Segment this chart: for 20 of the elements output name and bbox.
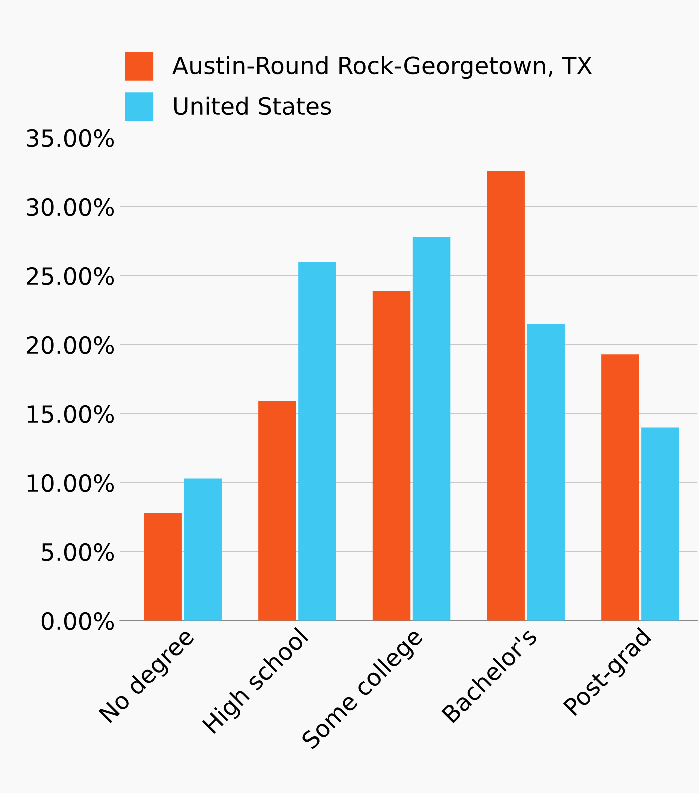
y-tick-label: 30.00% xyxy=(27,198,114,216)
bar xyxy=(258,402,296,621)
y-tick-label: 25.00% xyxy=(27,267,114,286)
y-tick-label: 10.00% xyxy=(28,474,114,492)
y-tick-label: 35.00% xyxy=(27,129,114,148)
legend-label: Austin-Round Rock-Georgetown, TX xyxy=(172,56,592,80)
bar xyxy=(372,291,411,621)
bar xyxy=(298,262,336,621)
bar xyxy=(184,478,222,621)
legend-label: United States xyxy=(174,96,332,116)
bar xyxy=(412,237,451,621)
y-tick-label: 0.00% xyxy=(42,612,114,630)
bar xyxy=(144,513,182,621)
y-tick-label: 20.00% xyxy=(27,336,114,354)
y-tick-label: 15.00% xyxy=(28,405,114,424)
bar xyxy=(527,324,565,621)
bar xyxy=(602,354,640,621)
bar xyxy=(487,171,525,621)
y-tick-label: 5.00% xyxy=(42,543,114,562)
bar xyxy=(642,428,680,621)
